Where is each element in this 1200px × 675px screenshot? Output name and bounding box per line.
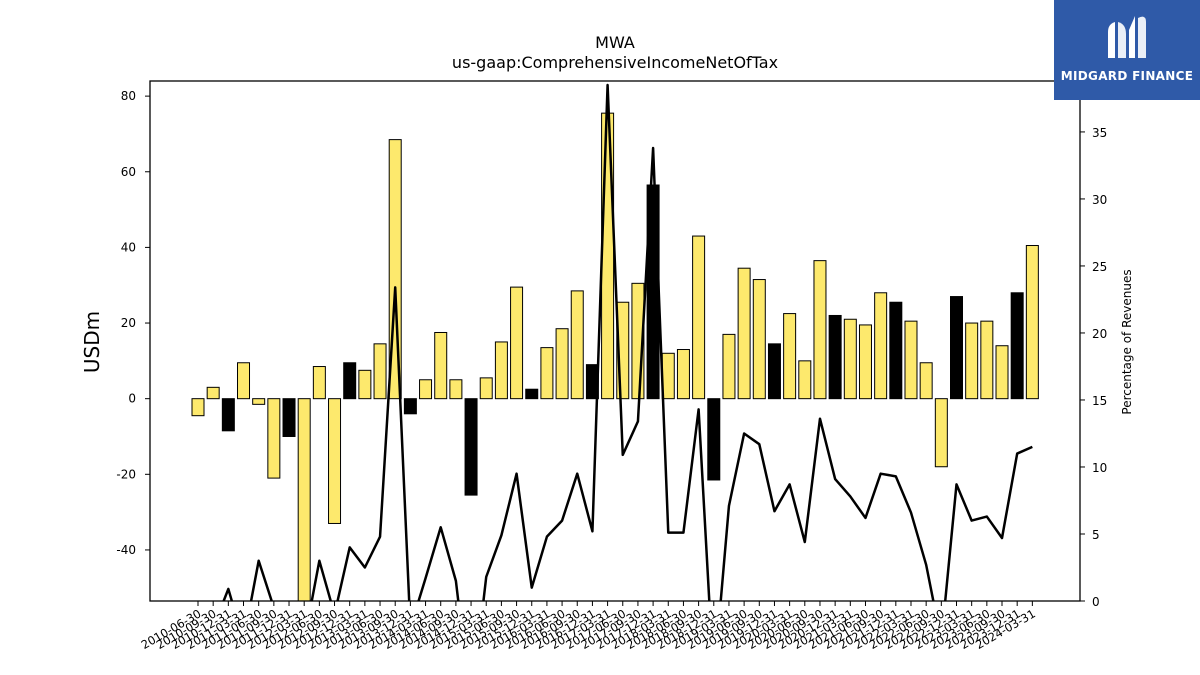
bar [601,112,615,400]
bar [373,343,387,400]
bar [676,349,690,400]
y-right-tick-label: 10 [1092,461,1107,475]
y-right-tick-label: 25 [1092,260,1107,274]
bar [343,362,357,400]
bar [722,333,736,400]
bar [904,320,918,400]
y-tick-label: 80 [121,89,136,103]
bar [297,398,311,601]
bar [221,398,235,432]
bar [419,379,433,400]
bar [798,360,812,400]
bar [828,314,842,400]
y-tick-label: 60 [121,165,136,179]
y-tick-label: -20 [116,467,136,481]
bar [449,379,463,400]
bar [328,398,342,524]
bar [980,320,994,400]
logo-text: MIDGARD FINANCE [1060,69,1194,83]
bar [191,398,205,417]
y-axis-right-label: Percentage of Revenues [1120,269,1134,414]
bar [950,296,963,400]
y-right-tick-label: 5 [1092,528,1100,542]
y-right-tick-label: 20 [1092,327,1107,341]
bar [737,267,751,400]
bar [919,362,933,400]
bar [206,386,220,400]
bar [312,366,326,400]
bar [510,286,524,400]
bar [252,398,266,405]
bar [858,324,872,400]
brand-logo: MIDGARD FINANCE [1054,0,1200,100]
y-tick-label: -40 [116,543,136,557]
plot-frame [149,80,1081,602]
y-axis-label: USDm [80,311,104,373]
bar [843,318,857,400]
bar [661,352,675,400]
bar [934,398,948,468]
bar [965,322,979,400]
bar [707,398,721,481]
bar [403,398,417,415]
bar [479,377,493,400]
bar [692,235,706,400]
bar [889,301,903,400]
y-right-tick-label: 35 [1092,126,1107,140]
bar [555,328,569,400]
bar [282,398,296,437]
chart-subtitle: us-gaap:ComprehensiveIncomeNetOfTax [452,53,778,72]
bar [570,290,584,400]
logo-mark-icon [1108,16,1146,58]
y-right-tick-label: 0 [1092,595,1100,609]
bar [358,369,372,400]
y-tick-label: 40 [121,240,136,254]
bar [752,279,766,400]
bar [767,343,781,400]
bar [267,398,281,479]
bar [1025,245,1039,400]
bar [464,398,478,496]
chart-title: MWA [595,33,635,52]
line-series [222,83,1033,601]
bar [434,331,448,400]
bar [494,341,508,400]
y-right-tick-label: 15 [1092,394,1107,408]
bar-series [191,112,1039,601]
y-tick-label: 0 [128,392,136,406]
series-line [222,83,1033,601]
bar [237,362,251,400]
y-right-tick-label: 30 [1092,193,1107,207]
bar [995,345,1009,400]
bar [525,388,539,400]
bar [874,292,888,400]
bar [783,313,797,400]
bar [540,347,554,400]
bar [813,260,827,400]
y-tick-label: 20 [121,316,136,330]
bar [1010,292,1024,400]
